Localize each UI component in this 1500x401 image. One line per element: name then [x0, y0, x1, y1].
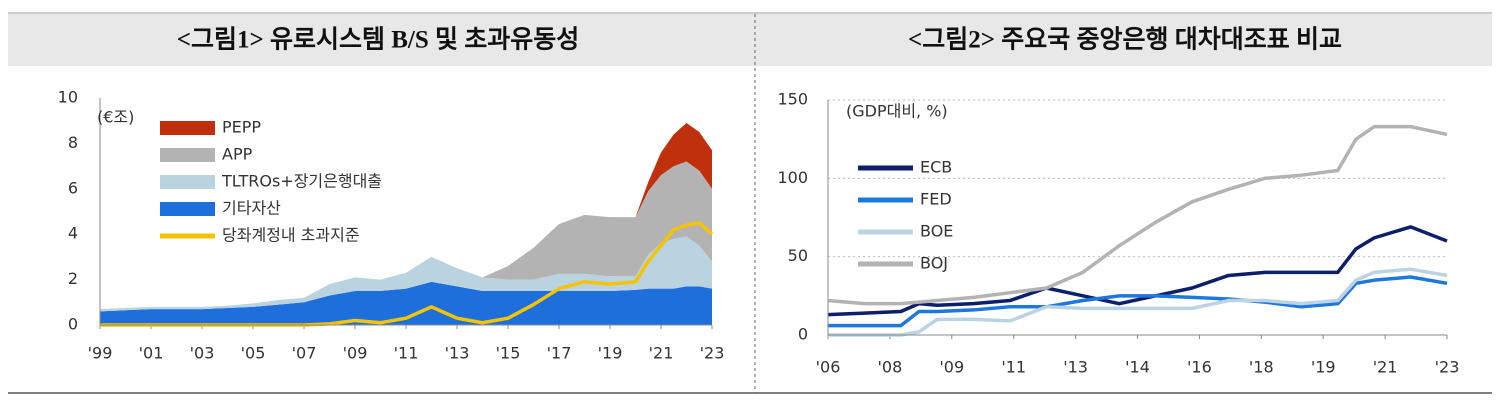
x-tick-label: '19: [1311, 358, 1336, 377]
legend-label: 기타자산: [222, 199, 281, 218]
x-tick-label: '18: [1249, 358, 1274, 377]
x-tick-label: '19: [598, 344, 623, 363]
y-unit-label: (€조): [97, 108, 134, 127]
line: [827, 124, 1448, 306]
y-unit-label: (GDP대비, %): [846, 102, 948, 121]
legend-label: FED: [920, 190, 952, 209]
legend-label: PEPP: [222, 118, 261, 137]
x-tick-label: '09: [343, 344, 368, 363]
x-tick-label: '08: [878, 358, 903, 377]
chart-title: <그림1> 유로시스템 B/S 및 초과유동성: [177, 26, 580, 54]
line: [827, 225, 1448, 317]
legend-label: 당좌계정내 초과지준: [222, 226, 360, 245]
area: [100, 161, 712, 310]
y-tick-label: 150: [777, 90, 808, 109]
legend-swatch: [160, 175, 215, 189]
y-tick-label: 50: [788, 246, 808, 265]
area: [100, 236, 712, 312]
y-tick-label: 6: [68, 178, 78, 197]
x-tick-label: '23: [1435, 358, 1460, 377]
legend-label: BOJ: [920, 254, 948, 273]
y-tick-label: 0: [798, 325, 808, 344]
legend-label: BOE: [920, 222, 953, 241]
legend-label: APP: [222, 145, 253, 164]
line: [828, 275, 1448, 328]
x-tick-label: '17: [547, 344, 572, 363]
legend-swatch: [160, 121, 215, 135]
legend-label: TLTROs+장기은행대출: [221, 172, 382, 191]
x-tick-label: '13: [445, 344, 470, 363]
x-tick-label: '21: [1373, 358, 1398, 377]
x-tick-label: '01: [139, 344, 164, 363]
y-tick-label: 2: [68, 269, 78, 288]
x-tick-label: '23: [700, 344, 725, 363]
header-band: [8, 14, 1492, 66]
y-tick-label: 10: [58, 88, 78, 107]
y-tick-label: 4: [68, 224, 78, 243]
y-tick-label: 0: [68, 315, 78, 334]
x-tick-label: '16: [1187, 358, 1212, 377]
x-tick-label: '21: [649, 344, 674, 363]
x-tick-label: '99: [88, 344, 113, 363]
legend-label: ECB: [920, 158, 952, 177]
legend-swatch: [160, 202, 215, 216]
x-tick-label: '11: [394, 344, 419, 363]
y-tick-label: 100: [777, 168, 808, 187]
x-tick-label: '11: [1001, 358, 1026, 377]
legend-swatch: [160, 148, 215, 162]
area: [100, 281, 712, 325]
x-tick-label: '13: [1063, 358, 1088, 377]
x-tick-label: '09: [939, 358, 964, 377]
line: [828, 267, 1448, 337]
x-tick-label: '05: [241, 344, 266, 363]
x-tick-label: '15: [496, 344, 521, 363]
x-tick-label: '03: [190, 344, 215, 363]
y-tick-label: 8: [68, 133, 78, 152]
x-tick-label: '06: [816, 358, 841, 377]
x-tick-label: '14: [1125, 358, 1150, 377]
x-tick-label: '07: [292, 344, 317, 363]
chart-title: <그림2> 주요국 중앙은행 대차대조표 비교: [908, 26, 1342, 54]
